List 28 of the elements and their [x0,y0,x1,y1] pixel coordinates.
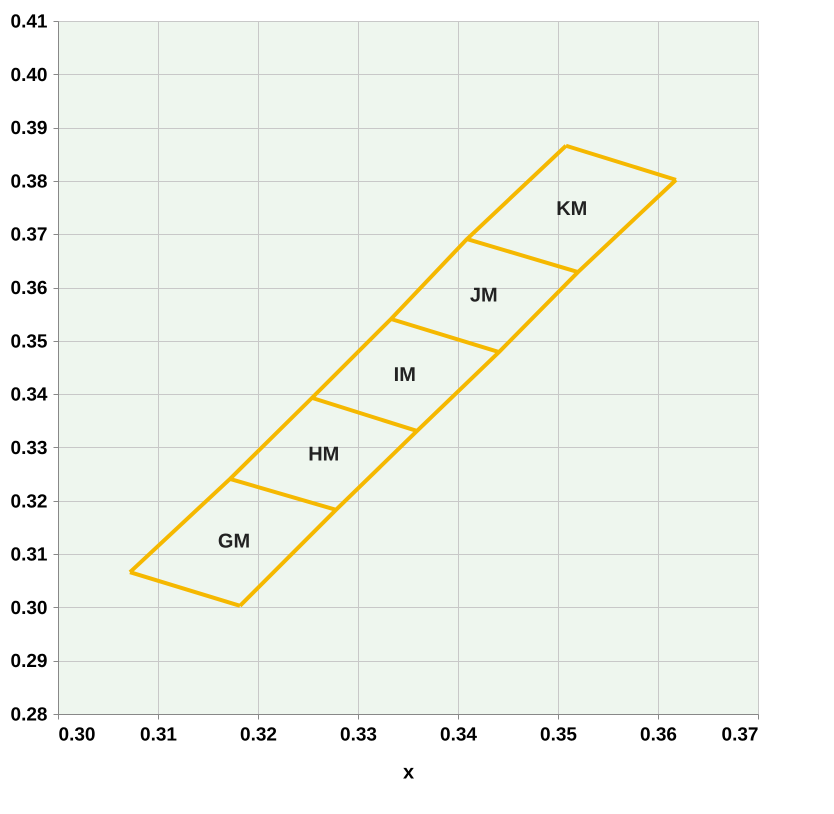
x-tick-label: 0.33 [340,724,377,746]
y-tick-label: 0.36 [10,278,48,300]
annotation: HM [308,443,340,466]
y-tick-label: 0.37 [10,224,48,246]
y-tick-label: 0.30 [10,598,48,619]
y-tick-label: 0.40 [10,64,48,86]
x-tick-label: 0.34 [440,724,478,746]
annotation: JM [470,284,498,307]
x-tick-label: 0.35 [540,724,578,746]
x-axis-title: x [402,762,414,784]
y-tick-label: 0.31 [10,544,48,566]
y-tick-label: 0.33 [10,438,48,459]
annotation: IM [394,364,416,386]
y-tick-label: 0.32 [10,491,48,512]
x-tick-label: 0.32 [240,724,277,746]
x-tick-label: 0.36 [640,724,677,746]
y-tick-label: 0.29 [10,651,48,672]
y-tick-label: 0.39 [10,118,48,140]
x-tick-label: 0.31 [140,724,178,746]
y-tick-label: 0.41 [10,12,48,32]
y-tick-label: 0.34 [10,384,48,406]
annotation: GM [218,530,250,553]
x-tick-label: 0.37 [722,724,758,746]
x-tick-label: 0.30 [58,724,96,746]
y-tick-label: 0.38 [10,171,48,192]
annotation: KM [556,198,588,220]
y-tick-label: 0.28 [10,704,48,726]
y-tick-label: 0.35 [10,331,48,352]
